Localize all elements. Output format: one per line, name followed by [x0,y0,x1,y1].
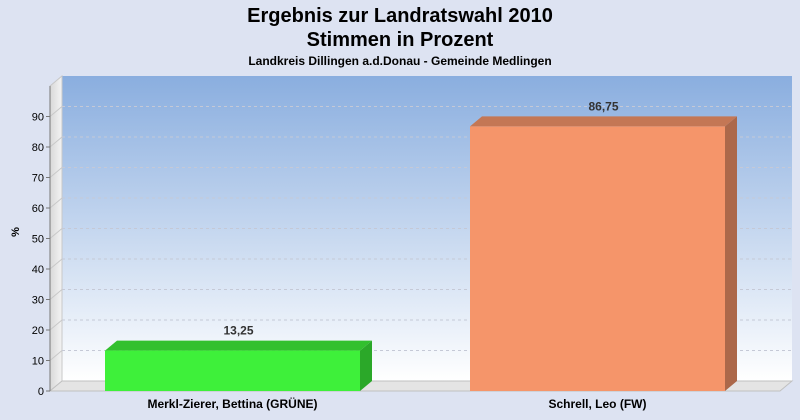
bar-top [470,116,737,127]
gridline-depth [49,319,63,331]
chart-title: Ergebnis zur Landratswahl 2010 [247,5,553,27]
bar-side [725,116,737,391]
x-category-label: Merkl-Zierer, Bettina (GRÜNE) [147,396,317,411]
y-tick-label: 20 [32,325,44,337]
gridline-depth [49,136,63,148]
x-category-label: Schrell, Leo (FW) [548,397,646,411]
data-label: 13,25 [223,324,253,338]
y-tick-label: 60 [32,203,44,215]
y-tick-label: 80 [32,142,44,154]
y-tick-label: 40 [32,264,44,276]
gridline-depth [49,197,63,209]
y-tick-label: 70 [32,173,44,185]
gridline-depth [49,228,63,239]
gridline-depth [49,258,63,270]
bar [470,126,725,391]
chart-region-subtitle: Landkreis Dillingen a.d.Donau - Gemeinde… [248,54,552,68]
chart-subtitle: Stimmen in Prozent [306,29,494,51]
y-tick-label: 90 [32,112,44,124]
y-tick-label: 50 [32,234,44,246]
y-tick-label: 10 [32,356,44,368]
bar-side [360,340,372,391]
gridline-depth [49,289,63,300]
gridline-depth [49,106,63,117]
bar [105,350,360,391]
y-tick-label: 30 [32,295,44,307]
gridline-depth [49,167,63,178]
bar-top [105,340,372,351]
gridline-depth [49,350,63,361]
y-tick-label: 0 [38,386,44,398]
data-label: 86,75 [588,99,618,113]
